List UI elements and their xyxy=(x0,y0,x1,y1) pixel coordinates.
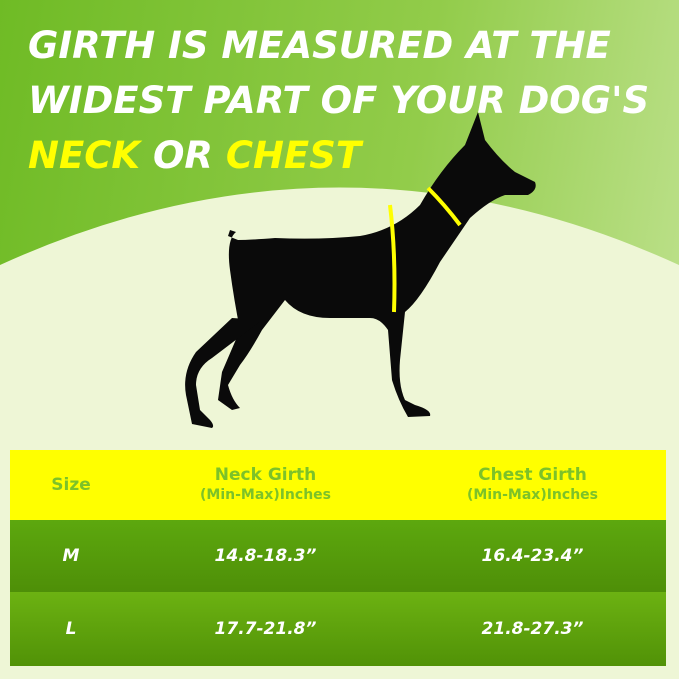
headline-line-1: GIRTH IS MEASURED AT THE xyxy=(28,24,611,67)
header-label: Size xyxy=(51,475,91,495)
size-cell: M xyxy=(10,520,132,592)
table-header-row: Size Neck Girth (Min-Max)Inches Chest Gir… xyxy=(10,450,666,520)
dog-silhouette xyxy=(185,112,536,428)
table-row: M 14.8-18.3” 16.4-23.4” xyxy=(10,520,666,592)
header-size: Size xyxy=(10,450,132,520)
size-table: Size Neck Girth (Min-Max)Inches Chest Gir… xyxy=(10,450,666,666)
size-cell: L xyxy=(10,592,132,666)
chest-measure-line xyxy=(388,204,397,313)
headline-line-3: NECK OR CHEST xyxy=(28,128,649,183)
highlight-neck: NECK xyxy=(28,134,141,177)
highlight-chest: CHEST xyxy=(225,134,362,177)
connector-word: OR xyxy=(152,134,213,177)
header-sub: (Min-Max)Inches xyxy=(467,487,598,503)
table-row: L 17.7-21.8” 21.8-27.3” xyxy=(10,592,666,666)
header-label: Neck Girth xyxy=(214,465,317,485)
chest-cell: 16.4-23.4” xyxy=(399,520,666,592)
headline-line-2: WIDEST PART OF YOUR DOG'S xyxy=(28,79,650,122)
header-label: Chest Girth xyxy=(478,465,587,485)
header-chest-girth: Chest Girth (Min-Max)Inches xyxy=(399,450,666,520)
chest-cell: 21.8-27.3” xyxy=(399,592,666,666)
header-sub: (Min-Max)Inches xyxy=(200,487,331,503)
header-neck-girth: Neck Girth (Min-Max)Inches xyxy=(132,450,399,520)
neck-cell: 17.7-21.8” xyxy=(132,592,399,666)
headline: GIRTH IS MEASURED AT THE WIDEST PART OF … xyxy=(28,18,649,183)
neck-cell: 14.8-18.3” xyxy=(132,520,399,592)
neck-measure-line xyxy=(426,186,462,227)
